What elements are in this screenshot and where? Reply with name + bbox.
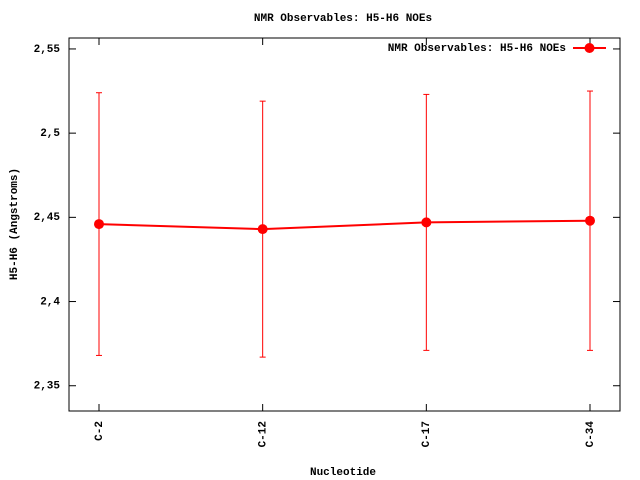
y-tick-label: 2,4	[40, 296, 60, 308]
y-tick-label: 2,55	[34, 44, 61, 56]
chart-title: NMR Observables: H5-H6 NOEs	[254, 13, 432, 25]
x-tick-label: C-17	[421, 421, 433, 447]
series-line	[98, 219, 591, 231]
y-axis-label: H5-H6 (Angstroms)	[9, 168, 21, 280]
y-tick-label: 2,5	[40, 128, 60, 140]
y-tick-label: 2,45	[34, 212, 61, 224]
x-tick-label: C-2	[94, 421, 106, 441]
data-point	[585, 215, 595, 226]
legend-label: NMR Observables: H5-H6 NOEs	[388, 43, 566, 55]
x-tick-label: C-34	[585, 421, 597, 448]
data-point	[94, 219, 104, 230]
legend-marker	[584, 43, 595, 53]
y-tick-label: 2,35	[34, 381, 61, 393]
x-tick-label: C-12	[258, 421, 270, 447]
plot-frame	[68, 37, 621, 412]
data-point	[257, 224, 268, 235]
data-point	[421, 217, 432, 228]
x-axis-label: Nucleotide	[310, 467, 376, 479]
